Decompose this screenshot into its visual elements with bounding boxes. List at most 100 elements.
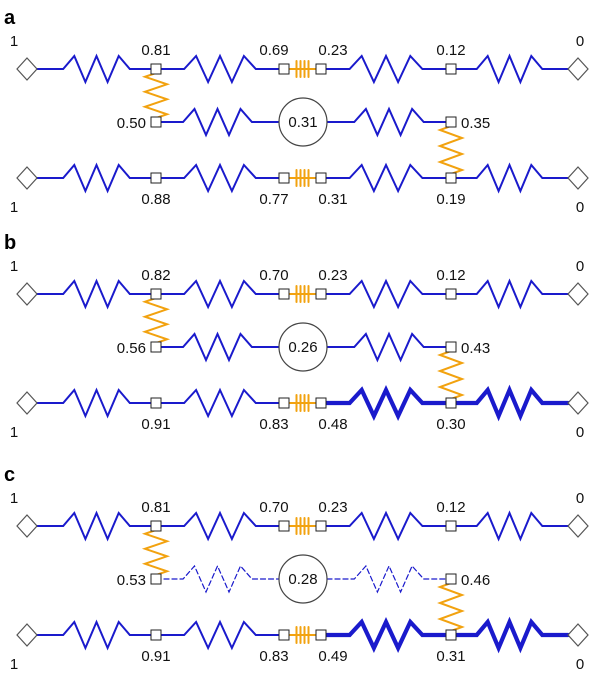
terminal-diamond	[16, 166, 38, 190]
mid-left-value: 0.53	[117, 572, 146, 589]
terminal-label: 1	[10, 199, 18, 216]
resistor	[155, 564, 280, 594]
terminal-label: 0	[576, 199, 584, 216]
node-value: 0.77	[259, 191, 288, 208]
resistor	[450, 278, 569, 310]
junction-node	[445, 520, 457, 532]
mid-left-value: 0.56	[117, 340, 146, 357]
resistor	[155, 510, 285, 542]
resistor	[155, 53, 285, 85]
resistor	[155, 331, 280, 363]
resistor	[36, 278, 157, 310]
resistor	[326, 106, 452, 138]
resistor	[320, 162, 452, 194]
resistor	[320, 53, 452, 85]
core-value: 0.31	[288, 114, 317, 131]
core-node	[278, 322, 328, 372]
node-value: 0.83	[259, 648, 288, 665]
node-value: 0.23	[318, 499, 347, 516]
junction-node	[278, 63, 290, 75]
terminal-label: 0	[576, 258, 584, 275]
junction-node	[150, 172, 162, 184]
terminal-label: 1	[10, 33, 18, 50]
resistor	[318, 385, 454, 421]
node-value: 0.19	[436, 191, 465, 208]
junction-node	[445, 172, 457, 184]
mid-left-value: 0.50	[117, 115, 146, 132]
junction-node	[315, 520, 327, 532]
node-value: 0.69	[259, 42, 288, 59]
terminal-label: 0	[576, 424, 584, 441]
node-value: 0.70	[259, 267, 288, 284]
junction-node	[445, 573, 457, 585]
resistor	[320, 510, 452, 542]
junction-node	[445, 341, 457, 353]
resistor	[450, 510, 569, 542]
spring	[437, 121, 465, 179]
resistor	[36, 510, 157, 542]
panel-b: b 1 0 1 0 0.26 0.82 0.70 0.23 0.12 0.91 0.83 0.48 0.…	[4, 232, 589, 441]
terminal-label: 0	[576, 490, 584, 507]
panel-c: c 1 0 1 0 0.28 0.81 0.70 0.23 0.12 0.91 0.83 0.49 0.…	[4, 464, 589, 673]
node-value: 0.81	[141, 499, 170, 516]
junction-node	[278, 520, 290, 532]
mid-right-value: 0.46	[461, 572, 490, 589]
core-node	[278, 97, 328, 147]
terminal-diamond	[16, 57, 38, 81]
junction-node	[150, 63, 162, 75]
junction-node	[150, 397, 162, 409]
terminal-label: 1	[10, 424, 18, 441]
junction-node	[150, 341, 162, 353]
junction-node	[278, 172, 290, 184]
terminal-diamond	[16, 282, 38, 306]
resistor	[155, 387, 285, 419]
resistor	[448, 384, 571, 422]
junction-node	[315, 629, 327, 641]
node-value: 0.31	[318, 191, 347, 208]
core-value: 0.28	[288, 571, 317, 588]
spring	[141, 525, 171, 580]
resistor	[155, 162, 285, 194]
resistor	[448, 616, 571, 654]
core-value: 0.26	[288, 339, 317, 356]
resistor	[155, 619, 285, 651]
resistor	[450, 53, 569, 85]
mid-right-value: 0.35	[461, 115, 490, 132]
terminal-label: 1	[10, 490, 18, 507]
node-value: 0.12	[436, 267, 465, 284]
terminal-diamond	[567, 623, 589, 647]
core-node	[278, 554, 328, 604]
node-value: 0.12	[436, 42, 465, 59]
node-value: 0.31	[436, 648, 465, 665]
resistor	[36, 53, 157, 85]
node-value: 0.91	[141, 416, 170, 433]
node-value: 0.83	[259, 416, 288, 433]
junction-node	[278, 288, 290, 300]
panel-a: a 1 0 1 0 0.31 0.81 0.69 0.23 0.12 0.88 0.77 0.31 0.…	[4, 7, 589, 216]
terminal-diamond	[567, 166, 589, 190]
node-value: 0.70	[259, 499, 288, 516]
panel-label: c	[4, 464, 15, 486]
resistor	[320, 278, 452, 310]
junction-node	[445, 116, 457, 128]
junction-node	[445, 63, 457, 75]
terminal-label: 0	[576, 656, 584, 673]
node-value: 0.49	[318, 648, 347, 665]
junction-node	[315, 288, 327, 300]
junction-node	[445, 629, 457, 641]
terminal-diamond	[16, 391, 38, 415]
node-value: 0.12	[436, 499, 465, 516]
junction-node	[445, 288, 457, 300]
junction-node	[315, 172, 327, 184]
junction-node	[150, 520, 162, 532]
node-value: 0.88	[141, 191, 170, 208]
resistor	[36, 619, 157, 651]
node-value: 0.23	[318, 42, 347, 59]
node-value: 0.81	[141, 42, 170, 59]
terminal-diamond	[16, 623, 38, 647]
junction-node	[150, 116, 162, 128]
terminal-label: 1	[10, 656, 18, 673]
resistor	[450, 162, 569, 194]
junction-node	[150, 573, 162, 585]
terminal-label: 0	[576, 33, 584, 50]
